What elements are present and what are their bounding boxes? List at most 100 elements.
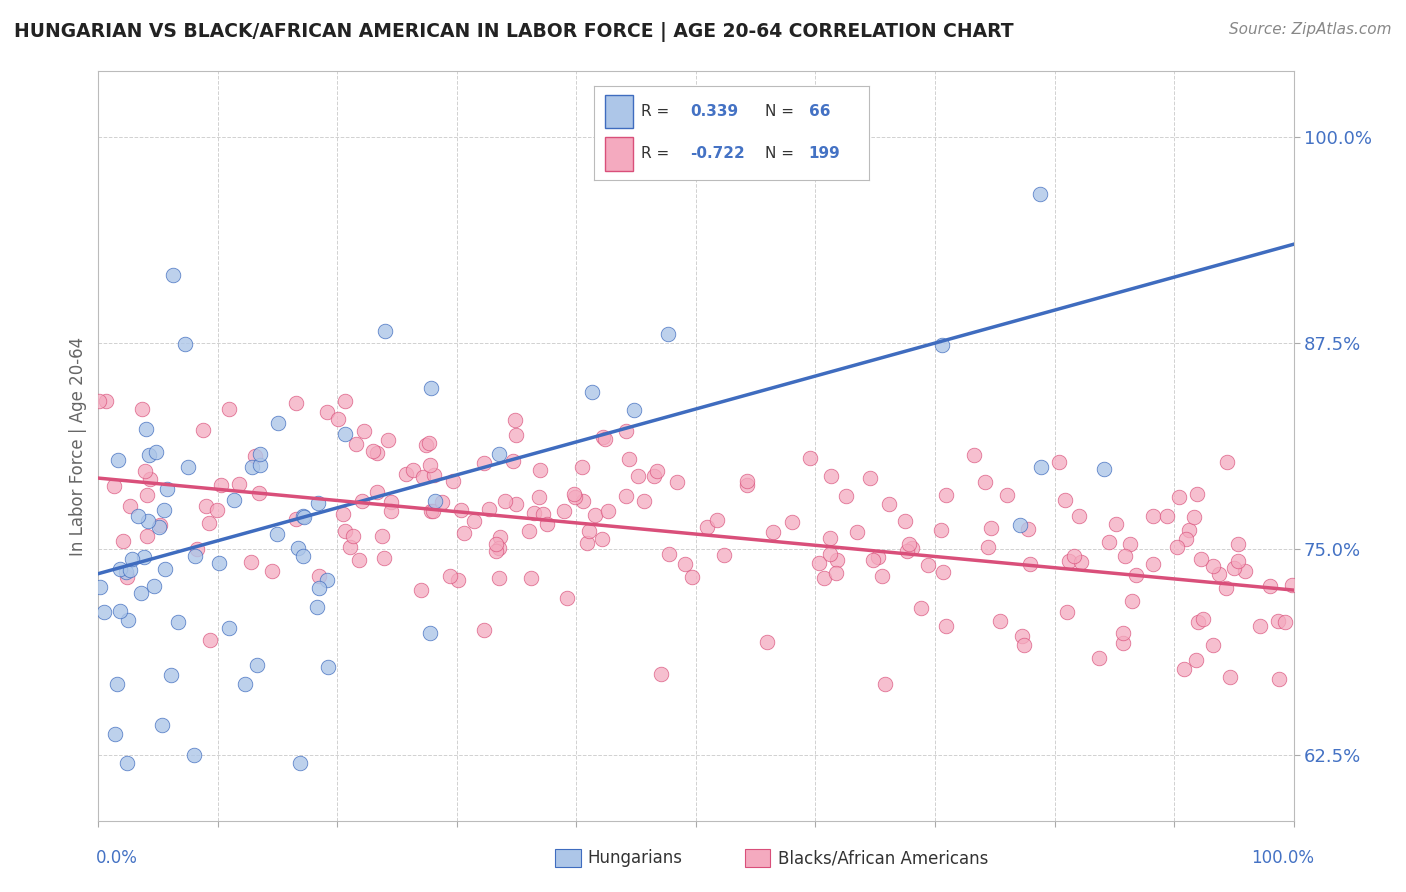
Point xyxy=(315,573,337,587)
Point xyxy=(198,633,221,648)
Point xyxy=(134,550,156,565)
Y-axis label: In Labor Force | Age 20-64: In Labor Force | Age 20-64 xyxy=(69,336,87,556)
Point xyxy=(422,504,444,518)
Point xyxy=(156,482,179,496)
Point xyxy=(782,515,804,529)
Point xyxy=(138,448,160,462)
Point xyxy=(910,600,932,615)
Point xyxy=(973,475,995,490)
Point xyxy=(1011,629,1033,643)
Point xyxy=(418,435,440,450)
Point xyxy=(894,514,917,528)
Point xyxy=(825,566,848,580)
Point xyxy=(813,571,835,585)
Point xyxy=(1070,556,1092,570)
Point xyxy=(1215,581,1237,595)
Point xyxy=(419,458,441,472)
Point xyxy=(1019,558,1042,572)
Point xyxy=(873,677,896,691)
Point xyxy=(1184,653,1206,667)
Point xyxy=(347,552,370,566)
Point xyxy=(1105,516,1128,531)
Point xyxy=(422,468,444,483)
Point xyxy=(209,478,232,492)
Point xyxy=(402,463,425,477)
Point xyxy=(564,491,586,505)
Point xyxy=(872,569,894,583)
Point xyxy=(134,464,156,478)
Point xyxy=(1281,578,1303,592)
Point xyxy=(520,571,543,585)
Point xyxy=(1057,554,1080,568)
Point xyxy=(897,536,920,550)
Point xyxy=(121,552,143,566)
Point xyxy=(593,432,616,446)
Point xyxy=(591,533,613,547)
Point xyxy=(287,541,309,555)
Point xyxy=(1056,605,1078,619)
Point xyxy=(131,402,153,417)
Point xyxy=(896,543,918,558)
Point xyxy=(344,437,367,451)
Point xyxy=(1098,535,1121,549)
Point xyxy=(155,561,177,575)
Point xyxy=(877,497,900,511)
Point xyxy=(104,727,127,741)
Point xyxy=(866,549,889,564)
Point xyxy=(1216,454,1239,468)
Point xyxy=(374,325,396,339)
Point xyxy=(531,507,554,521)
Text: HUNGARIAN VS BLACK/AFRICAN AMERICAN IN LABOR FORCE | AGE 20-64 CORRELATION CHART: HUNGARIAN VS BLACK/AFRICAN AMERICAN IN L… xyxy=(14,22,1014,42)
Point xyxy=(353,424,375,438)
Point xyxy=(737,478,759,492)
Point xyxy=(713,548,735,562)
Point xyxy=(142,579,165,593)
Point xyxy=(127,509,149,524)
Point xyxy=(183,747,205,762)
Point xyxy=(1121,593,1143,607)
Point xyxy=(411,583,433,598)
Point xyxy=(1187,487,1209,501)
Point xyxy=(1112,636,1135,650)
Point xyxy=(931,338,953,352)
Point xyxy=(578,524,600,538)
Point xyxy=(339,540,361,554)
Point xyxy=(285,396,308,410)
Point xyxy=(762,525,785,540)
Point xyxy=(148,520,170,534)
Point xyxy=(1125,568,1147,582)
Text: Source: ZipAtlas.com: Source: ZipAtlas.com xyxy=(1229,22,1392,37)
Point xyxy=(115,756,138,770)
Point xyxy=(420,381,443,395)
Point xyxy=(120,499,142,513)
Point xyxy=(1156,509,1178,524)
Point xyxy=(108,562,131,576)
Point xyxy=(1088,651,1111,665)
Point xyxy=(1192,612,1215,626)
Point xyxy=(1233,564,1256,578)
Point xyxy=(326,412,349,426)
Point xyxy=(167,615,190,629)
Point xyxy=(619,452,641,467)
Point xyxy=(105,677,128,691)
Point xyxy=(260,564,283,578)
Point xyxy=(205,503,228,517)
Point xyxy=(333,393,356,408)
Point xyxy=(488,541,510,556)
Point xyxy=(316,660,339,674)
Point xyxy=(1142,558,1164,572)
Point xyxy=(117,613,139,627)
Point xyxy=(505,427,527,442)
Point xyxy=(571,459,593,474)
Point xyxy=(239,555,262,569)
Point xyxy=(562,486,585,500)
Point xyxy=(307,599,329,614)
Point xyxy=(419,504,441,518)
Point xyxy=(1227,554,1250,568)
Point xyxy=(658,547,681,561)
Point xyxy=(439,569,461,583)
Point xyxy=(596,504,619,518)
Point xyxy=(228,477,250,491)
Point xyxy=(284,511,307,525)
Point xyxy=(249,447,271,461)
